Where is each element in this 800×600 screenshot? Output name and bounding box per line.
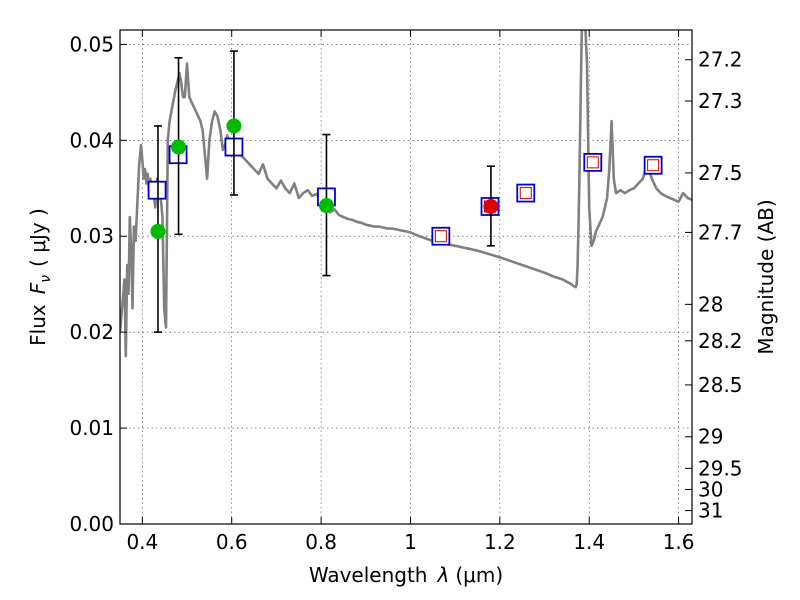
y2-tick-label: 27.7 bbox=[698, 220, 743, 244]
y-tick-label: 0.02 bbox=[69, 320, 114, 344]
observed-points-group bbox=[150, 50, 499, 333]
y2-tick-label: 27.5 bbox=[698, 161, 743, 185]
observed-point bbox=[171, 139, 187, 155]
observed-point bbox=[318, 198, 334, 214]
photometry-box-inner bbox=[647, 159, 660, 172]
y2-tick-label: 28 bbox=[698, 292, 723, 316]
y-tick-label: 0.01 bbox=[69, 416, 114, 440]
photometry-box-inner bbox=[586, 156, 599, 169]
photometry-box-inner bbox=[519, 187, 532, 200]
observed-point bbox=[150, 223, 166, 239]
model-spectrum-line bbox=[120, 30, 692, 358]
plot-frame bbox=[119, 29, 693, 525]
x-axis-label: Wavelength λ (μm) bbox=[309, 563, 503, 587]
y2-tick-label: 27.3 bbox=[698, 89, 743, 113]
x-tick-label: 1 bbox=[404, 530, 417, 554]
y2-tick-label: 29 bbox=[698, 425, 723, 449]
y2-tick-label: 31 bbox=[698, 499, 723, 523]
y2-tick-label: 29.5 bbox=[698, 456, 743, 480]
y-tick-label: 0.04 bbox=[69, 128, 114, 152]
x-tick-label: 0.6 bbox=[216, 530, 248, 554]
y-axis-ticks: 0.00 0.01 0.02 0.03 0.04 0.05 bbox=[69, 32, 127, 536]
y-axis-label: FluxFν( μJy ) bbox=[26, 208, 54, 346]
plot-background bbox=[120, 30, 692, 524]
observed-point bbox=[483, 198, 499, 214]
photometry-box bbox=[643, 155, 663, 175]
x-axis-ticks: 0.4 0.6 0.8 1 1.2 1.4 1.6 bbox=[126, 30, 695, 554]
photometry-box bbox=[583, 152, 603, 172]
y-tick-label: 0.03 bbox=[69, 224, 114, 248]
y-tick-label: 0.05 bbox=[69, 32, 114, 56]
photometry-box bbox=[431, 226, 451, 246]
observed-point bbox=[226, 118, 242, 134]
photometry-box-inner bbox=[434, 230, 447, 243]
x-tick-label: 0.4 bbox=[126, 530, 158, 554]
x-tick-label: 1.2 bbox=[484, 530, 516, 554]
photometry-box bbox=[516, 183, 536, 203]
x-tick-label: 1.4 bbox=[573, 530, 605, 554]
y2-tick-label: 30 bbox=[698, 477, 723, 501]
model-spectrum-group bbox=[120, 30, 692, 358]
y2-tick-label: 28.5 bbox=[698, 373, 743, 397]
y2-tick-label: 28.2 bbox=[698, 329, 743, 353]
y2-tick-label: 27.2 bbox=[698, 48, 743, 72]
y-tick-label: 0.00 bbox=[69, 512, 114, 536]
x-tick-label: 0.8 bbox=[305, 530, 337, 554]
y2-axis-label: Magnitude (AB) bbox=[754, 199, 778, 354]
x-tick-label: 1.6 bbox=[663, 530, 695, 554]
photometry-box bbox=[147, 180, 167, 200]
